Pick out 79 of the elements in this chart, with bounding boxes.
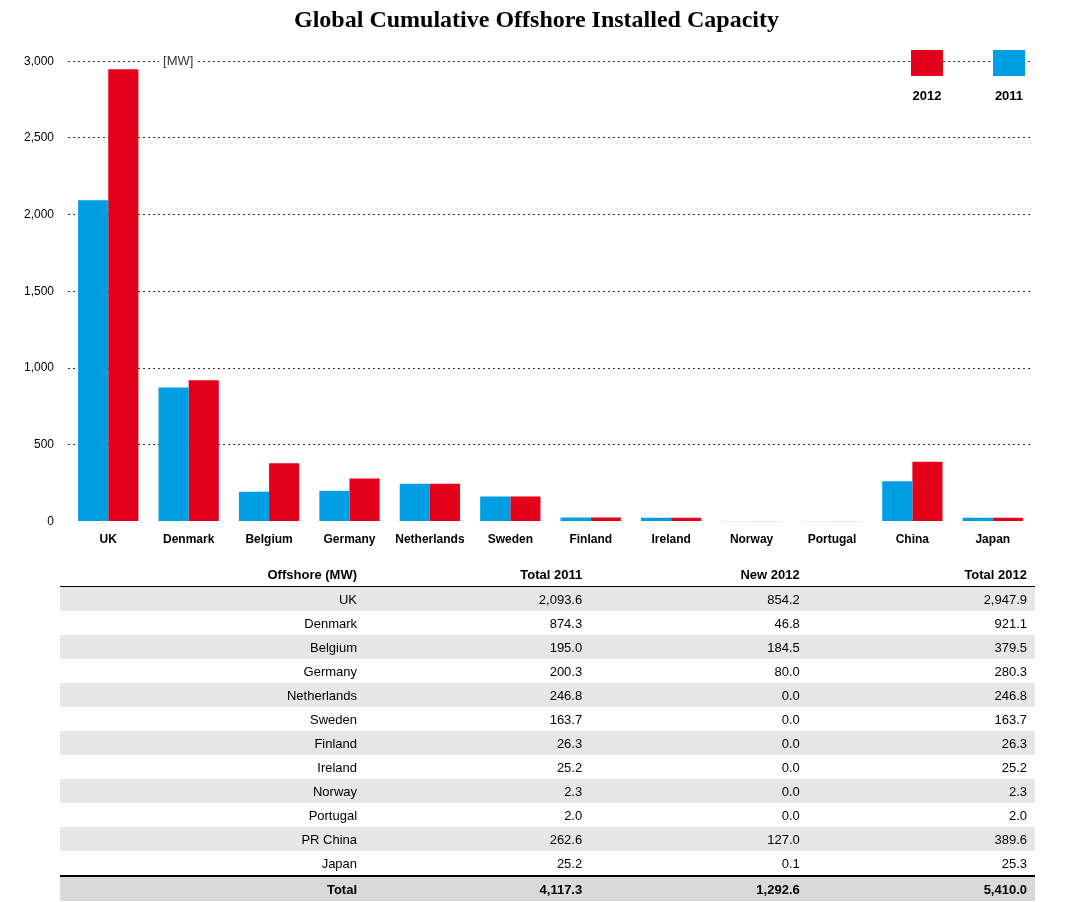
text: 921.1	[993, 614, 1028, 633]
text: 2.0	[563, 806, 584, 825]
text: 184.5	[590, 635, 808, 659]
text: 2.3	[365, 779, 591, 803]
text: 0.0	[780, 710, 801, 729]
text: 874.3	[548, 614, 584, 633]
y-tick-label: 500	[34, 437, 55, 452]
text: 80.0	[773, 662, 801, 681]
text: 854.2	[590, 586, 808, 611]
text: 280.3	[993, 662, 1028, 681]
text: 163.7	[993, 710, 1028, 729]
text: Denmark	[303, 614, 359, 633]
legend-label: 2012	[912, 88, 942, 103]
text: Ireland	[316, 758, 359, 777]
text: 195.0	[365, 635, 591, 659]
y-tick-label: 2,500	[24, 130, 55, 145]
text: Norway	[60, 779, 366, 803]
text: 0.0	[590, 683, 808, 707]
y-tick-label: 1,000	[24, 360, 55, 375]
text: 5,410.0	[807, 876, 1035, 901]
text: 2.0	[1007, 806, 1028, 825]
text: Total 2011	[365, 562, 591, 587]
text: 0.0	[590, 779, 808, 803]
text: 0.0	[780, 758, 801, 777]
x-tick-label: Portugal	[807, 532, 857, 547]
text: 25.2	[1000, 758, 1028, 777]
text: 262.6	[365, 827, 591, 851]
x-tick-label: UK	[99, 532, 118, 547]
text: 25.3	[1000, 854, 1028, 873]
text: 46.8	[773, 614, 801, 633]
x-tick-label: Japan	[975, 532, 1011, 547]
y-tick-label: 0	[47, 513, 55, 528]
text: Finland	[60, 731, 366, 755]
text: 0.0	[590, 731, 808, 755]
text: 0.0	[780, 806, 801, 825]
text: Sweden	[309, 710, 359, 729]
x-tick-label: Denmark	[162, 532, 215, 547]
text: Total 2012	[807, 562, 1035, 587]
text: 25.2	[555, 854, 584, 873]
text: Japan	[320, 854, 359, 873]
text: 26.3	[807, 731, 1035, 755]
text: Portugal	[307, 806, 359, 825]
text: UK	[60, 586, 366, 611]
text: Total	[60, 876, 366, 901]
text: 26.3	[365, 731, 591, 755]
text: 379.5	[807, 635, 1035, 659]
text: 25.2	[555, 758, 584, 777]
text: Netherlands	[60, 683, 366, 707]
text: 2,093.6	[365, 586, 591, 611]
text: 1,292.6	[590, 876, 808, 901]
x-tick-label: Netherlands	[395, 532, 465, 547]
x-tick-label: Sweden	[487, 532, 533, 547]
legend-label: 2011	[994, 88, 1024, 103]
x-tick-label: Finland	[569, 532, 613, 547]
x-tick-label: Norway	[729, 532, 774, 547]
text: 246.8	[365, 683, 591, 707]
x-tick-label: Germany	[323, 532, 376, 547]
y-axis-title: [MW]	[163, 52, 194, 68]
text: 200.3	[548, 662, 584, 681]
text: 4,117.3	[365, 876, 591, 901]
text: 2.3	[807, 779, 1035, 803]
y-tick-label: 3,000	[24, 53, 55, 68]
text: 0.1	[780, 854, 801, 873]
text: 2,947.9	[807, 586, 1035, 611]
text: 163.7	[548, 710, 584, 729]
text: New 2012	[590, 562, 808, 587]
text: PR China	[60, 827, 366, 851]
text: 246.8	[807, 683, 1035, 707]
x-tick-label: China	[895, 532, 930, 547]
y-tick-label: 2,000	[24, 206, 55, 221]
chart-title: Global Cumulative Offshore Installed Capacity	[293, 6, 780, 33]
x-tick-label: Ireland	[651, 532, 691, 547]
text: Germany	[302, 662, 359, 681]
text: Belgium	[60, 635, 366, 659]
x-tick-label: Belgium	[245, 532, 293, 547]
y-tick-label: 1,500	[24, 283, 55, 298]
text: Offshore (MW)	[60, 562, 366, 587]
text: 127.0	[590, 827, 808, 851]
text: 389.6	[807, 827, 1035, 851]
